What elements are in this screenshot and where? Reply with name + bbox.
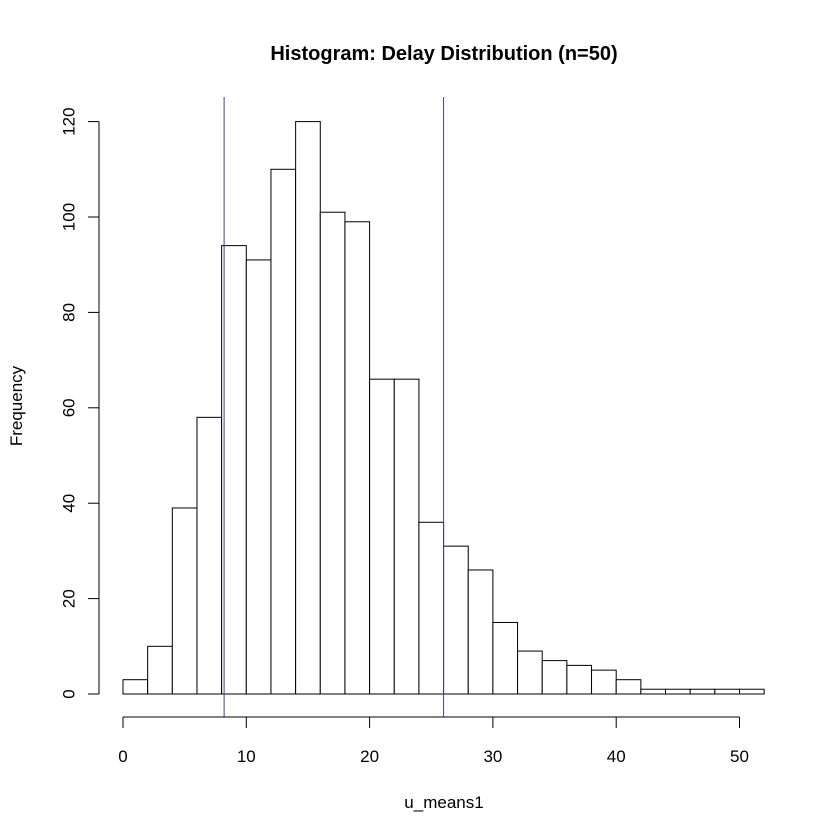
histogram-bar xyxy=(517,650,543,695)
histogram-bar xyxy=(245,259,272,695)
histogram-bar xyxy=(492,621,519,695)
histogram-bar xyxy=(221,245,247,695)
histogram-bar xyxy=(665,688,691,695)
y-tick-label: 100 xyxy=(60,203,79,231)
histogram-bar xyxy=(418,521,445,695)
y-axis-label: Frequency xyxy=(7,365,26,446)
x-axis-label: u_means1 xyxy=(404,793,483,812)
y-tick-label: 20 xyxy=(60,589,79,608)
histogram-bar xyxy=(369,378,395,695)
x-tick-label: 20 xyxy=(360,747,379,766)
histogram-bar xyxy=(566,664,593,695)
y-tick-label: 0 xyxy=(60,689,79,698)
histogram-bar xyxy=(270,168,297,695)
histogram-bar xyxy=(319,211,346,695)
histogram-bar xyxy=(615,679,642,695)
histogram-bar xyxy=(640,688,667,695)
reference-lines xyxy=(223,97,445,717)
histogram-bar xyxy=(344,221,371,695)
x-tick-label: 30 xyxy=(483,747,502,766)
y-tick-label: 80 xyxy=(60,303,79,322)
histogram-bar xyxy=(295,121,321,695)
histogram-bar xyxy=(714,688,741,695)
histogram-bar xyxy=(739,688,765,695)
x-tick-label: 40 xyxy=(607,747,626,766)
x-tick-label: 10 xyxy=(237,747,256,766)
histogram-bar xyxy=(467,569,494,695)
x-tick-label: 0 xyxy=(118,747,127,766)
histogram-bar xyxy=(171,507,198,695)
y-tick-label: 120 xyxy=(60,107,79,135)
x-axis: 0 10 20 30 40 50 xyxy=(118,716,749,766)
y-tick-label: 40 xyxy=(60,494,79,513)
histogram-bar xyxy=(591,669,617,695)
histogram-bar xyxy=(122,679,149,695)
chart-title: Histogram: Delay Distribution (n=50) xyxy=(270,43,617,65)
y-axis: 0 20 40 60 80 100 120 xyxy=(60,107,100,699)
x-tick-label: 50 xyxy=(730,747,749,766)
histogram-bar xyxy=(393,378,420,695)
histogram-bars xyxy=(122,121,765,695)
histogram-bar xyxy=(147,645,173,695)
histogram-bar xyxy=(196,416,223,695)
histogram-bar xyxy=(689,688,716,695)
histogram-bar xyxy=(541,660,568,695)
y-tick-label: 60 xyxy=(60,398,79,417)
histogram-bar xyxy=(443,545,469,695)
